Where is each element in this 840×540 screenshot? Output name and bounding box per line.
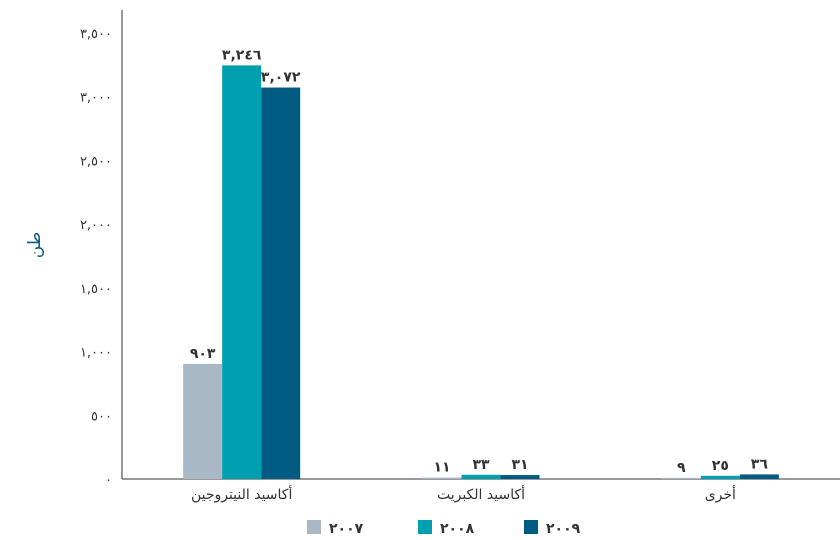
y-tick-label: ٣,٠٠٠: [80, 91, 112, 106]
y-tick-label: ٢,٠٠٠: [80, 218, 112, 233]
legend-swatch: [307, 520, 321, 534]
bar: [261, 87, 301, 479]
legend-swatch: [524, 520, 538, 534]
x-category-label: أكاسيد الكبريت: [437, 485, 525, 503]
data-label: ٣٣: [472, 457, 490, 473]
x-category-label: أخرى: [705, 485, 736, 503]
bar: [700, 475, 740, 479]
data-label: ٣,٠٧٢: [261, 70, 301, 86]
data-label: ٣,٢٤٦: [222, 47, 262, 63]
data-label: ٩٠٣: [190, 346, 216, 362]
y-tick-label: ٥٠٠: [91, 409, 112, 424]
bar: [422, 477, 462, 479]
bar: [222, 65, 262, 480]
data-label: ٣٦: [751, 456, 769, 472]
bar: [461, 474, 501, 479]
y-tick-label: ١,٠٠٠: [80, 346, 112, 361]
y-tick-label: ٢,٥٠٠: [80, 154, 112, 169]
bars: [183, 65, 779, 480]
legend-label: ٢٠٠٧: [329, 521, 364, 537]
bar: [183, 363, 223, 479]
y-tick-label: ٠: [105, 473, 112, 488]
y-axis-label: طن: [25, 232, 45, 258]
y-tick-label: ١,٥٠٠: [80, 282, 112, 297]
legend-label: ٢٠٠٨: [440, 521, 475, 537]
y-tick-label: ٣,٥٠٠: [80, 27, 112, 42]
data-labels: ٩٠٣ ٣,٢٤٦ ٣,٠٧٢ ١١ ٣٣ ٣١ ٩ ٢٥ ٣٦: [190, 47, 768, 475]
x-axis-categories: أكاسيد النيتروجين أكاسيد الكبريت أخرى: [191, 485, 736, 503]
legend-label: ٢٠٠٩: [546, 521, 581, 537]
bar: [661, 477, 701, 479]
data-label: ٢٥: [712, 458, 729, 474]
data-label: ٩: [677, 460, 686, 476]
data-label: ١١: [433, 460, 450, 476]
bar: [739, 474, 779, 479]
legend: ٢٠٠٧ ٢٠٠٨ ٢٠٠٩: [307, 520, 581, 537]
x-category-label: أكاسيد النيتروجين: [191, 485, 293, 503]
y-axis-ticks: ٠ ٥٠٠ ١,٠٠٠ ١,٥٠٠ ٢,٠٠٠ ٢,٥٠٠ ٣,٠٠٠ ٣,٥٠٠: [80, 27, 112, 488]
data-label: ٣١: [511, 457, 528, 473]
legend-swatch: [418, 520, 432, 534]
bar: [500, 475, 540, 479]
